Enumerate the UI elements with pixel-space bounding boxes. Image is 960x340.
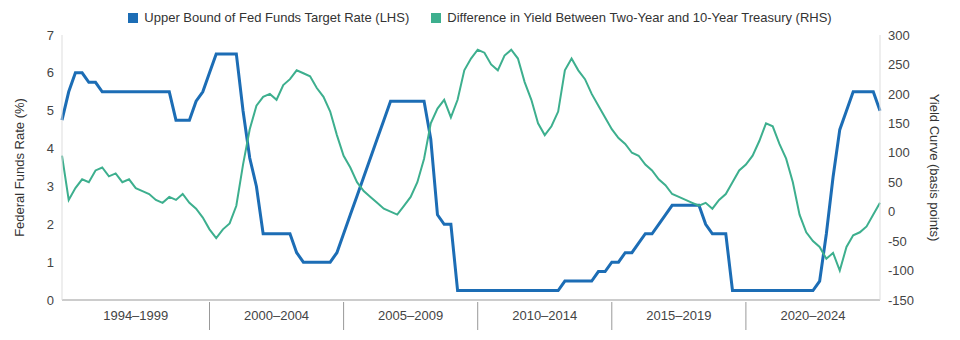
svg-text:300: 300 (888, 28, 910, 43)
svg-text:50: 50 (888, 175, 902, 190)
svg-text:0: 0 (888, 204, 895, 219)
svg-text:-150: -150 (888, 293, 914, 308)
svg-text:2020–2024: 2020–2024 (780, 308, 845, 323)
html-text:Upper Bound of Fed Funds Targe: Upper Bound of Fed Funds Target Rate (LH… (144, 10, 410, 25)
svg-text:2005–2009: 2005–2009 (378, 308, 443, 323)
svg-text:4: 4 (47, 141, 54, 156)
svg-text:-50: -50 (888, 234, 907, 249)
svg-text:100: 100 (888, 145, 910, 160)
svg-text:0: 0 (47, 293, 54, 308)
svg-text:2000–2004: 2000–2004 (244, 308, 309, 323)
svg-text:2015–2019: 2015–2019 (646, 308, 711, 323)
svg-text:1: 1 (47, 255, 54, 270)
svg-text:5: 5 (47, 103, 54, 118)
svg-text:150: 150 (888, 116, 910, 131)
svg-text:250: 250 (888, 57, 910, 72)
svg-text:6: 6 (47, 65, 54, 80)
svg-text:2010–2014: 2010–2014 (512, 308, 577, 323)
svg-text:7: 7 (47, 28, 54, 43)
svg-text:2: 2 (47, 217, 54, 232)
svg-text:Federal Funds Rate (%): Federal Funds Rate (%) (12, 98, 27, 237)
svg-text:200: 200 (888, 87, 910, 102)
html-text:Difference in Yield Between Tw: Difference in Yield Between Two-Year and… (447, 10, 832, 25)
svg-text:3: 3 (47, 179, 54, 194)
svg-text:1994–1999: 1994–1999 (103, 308, 168, 323)
svg-text:Yield Curve (basis points): Yield Curve (basis points) (927, 94, 942, 242)
svg-text:-100: -100 (888, 263, 914, 278)
